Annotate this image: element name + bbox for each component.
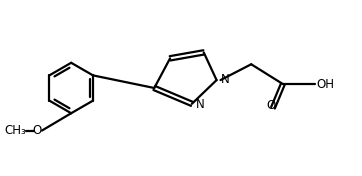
Text: OH: OH <box>316 78 334 90</box>
Text: O: O <box>32 124 42 137</box>
Text: O: O <box>266 99 275 112</box>
Text: N: N <box>196 98 205 111</box>
Text: CH₃: CH₃ <box>4 124 26 137</box>
Text: N: N <box>221 73 230 86</box>
